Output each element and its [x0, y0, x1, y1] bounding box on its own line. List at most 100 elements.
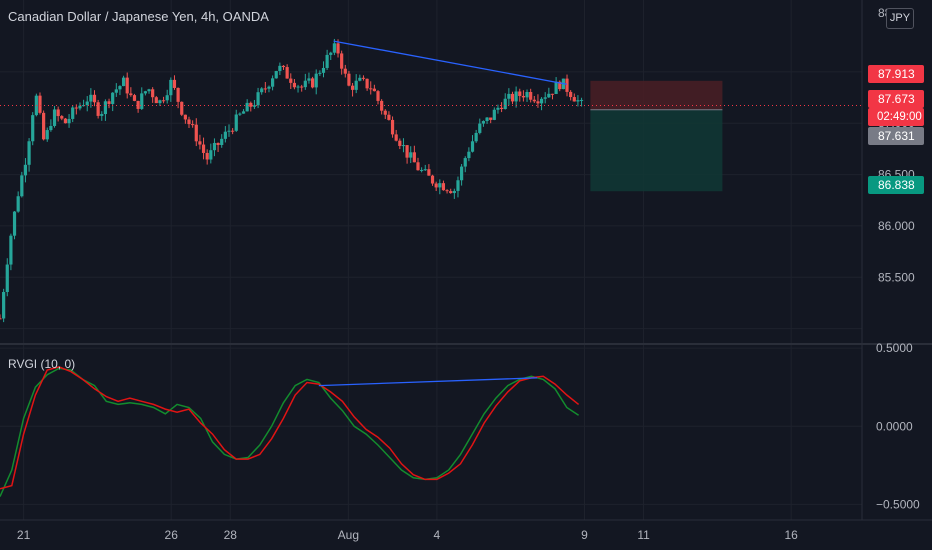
candle-body: [42, 112, 46, 140]
candle-body: [56, 109, 60, 117]
candle-body: [256, 92, 260, 106]
candle-body: [92, 94, 97, 103]
candle-body: [340, 53, 344, 69]
candle-body: [107, 101, 111, 104]
candle-body: [263, 88, 267, 90]
candle-body: [85, 101, 89, 106]
candle-body: [147, 89, 151, 92]
time-axis-label: 28: [224, 528, 238, 542]
candle-body: [169, 79, 173, 96]
candle-body: [172, 79, 177, 88]
candle-body: [470, 141, 475, 152]
candle-body: [449, 191, 453, 194]
candle-body: [194, 124, 198, 142]
candle-body: [2, 292, 6, 319]
candle-body: [45, 130, 49, 140]
candle-body: [303, 80, 307, 88]
candle-body: [438, 183, 442, 188]
candle-body: [9, 235, 13, 265]
candle-body: [78, 105, 82, 109]
candle-body: [216, 142, 220, 145]
candle-body: [310, 78, 315, 88]
candle-body: [191, 124, 195, 126]
target-price-badge: 86.838: [868, 176, 924, 194]
candle-body: [467, 151, 471, 159]
candle-body: [16, 196, 20, 212]
rvgi-main-line: [0, 367, 580, 497]
time-axis-label: 26: [165, 528, 179, 542]
candle-body: [405, 145, 409, 158]
candle-body: [114, 89, 118, 93]
candle-body: [165, 95, 169, 101]
candle-body: [151, 89, 155, 98]
stop-price-badge: 87.913: [868, 65, 924, 83]
candle-body: [532, 99, 536, 102]
candle-body: [38, 95, 42, 113]
candle-body: [129, 93, 133, 96]
candle-body: [543, 97, 547, 99]
candle-body: [441, 183, 446, 191]
candle-body: [572, 97, 576, 102]
time-axis-label: Aug: [338, 528, 359, 542]
candle-body: [518, 91, 522, 96]
candle-body: [481, 121, 486, 124]
candle-body: [412, 152, 416, 163]
candle-body: [289, 78, 293, 83]
indicator-title: RVGI (10, 0): [8, 357, 76, 371]
candle-body: [89, 94, 93, 102]
candle-body: [67, 118, 71, 124]
candle-body: [0, 318, 2, 320]
candle-body: [420, 169, 424, 171]
entry-price-badge: 87.631: [868, 127, 924, 145]
candle-body: [536, 101, 540, 104]
candle-body: [347, 73, 351, 86]
candle-body: [369, 88, 373, 90]
candle-body: [427, 169, 431, 176]
candle-body: [252, 105, 257, 107]
candle-body: [558, 81, 562, 90]
candle-body: [183, 114, 187, 120]
candle-body: [12, 211, 17, 236]
rvgi-signal-line: [0, 366, 580, 490]
candle-body: [63, 118, 68, 124]
candle-body: [180, 101, 184, 115]
candle-body: [565, 78, 569, 92]
candle-body: [514, 91, 518, 102]
candle-body: [60, 116, 64, 119]
candle-body: [176, 87, 180, 102]
countdown-badge: 02:49:00: [868, 108, 924, 126]
price-trendline: [333, 40, 567, 85]
candle-body: [238, 113, 242, 115]
candle-body: [260, 88, 264, 93]
candle-body: [529, 91, 533, 100]
candle-body: [281, 65, 286, 68]
time-axis-label: 11: [637, 528, 650, 542]
currency-button[interactable]: JPY: [886, 8, 914, 29]
candle-body: [71, 107, 75, 119]
take-profit-zone: [590, 109, 723, 192]
candle-body: [503, 98, 507, 109]
candle-body: [354, 80, 358, 90]
candle-body: [460, 166, 464, 181]
candle-body: [550, 93, 555, 95]
candle-body: [205, 152, 209, 160]
candle-body: [285, 67, 289, 79]
price-axis-label: 85.500: [878, 270, 915, 284]
candle-body: [579, 99, 584, 101]
candle-body: [49, 125, 53, 131]
indicator-axis-label: 0.0000: [876, 419, 913, 433]
indicator-axis-label: 0.5000: [876, 341, 913, 355]
candle-body: [434, 183, 438, 188]
candle-body: [456, 180, 460, 191]
candle-body: [267, 86, 271, 89]
candle-body: [118, 86, 122, 90]
candle-body: [478, 123, 482, 133]
candle-body: [201, 144, 206, 153]
candle-body: [74, 107, 78, 109]
candle-body: [161, 100, 166, 102]
candle-body: [31, 115, 35, 142]
candle-body: [292, 82, 297, 88]
stop-loss-zone: [590, 80, 723, 110]
candle-body: [358, 77, 362, 81]
